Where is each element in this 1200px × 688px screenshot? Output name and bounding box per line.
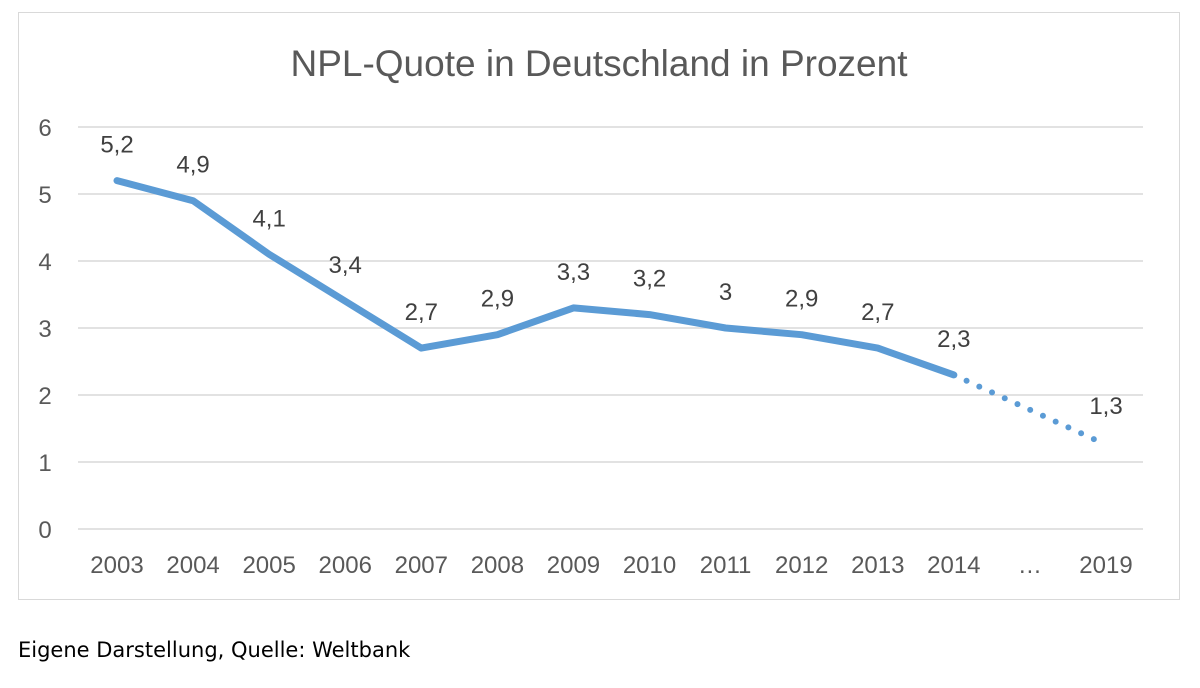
data-label: 2,7 xyxy=(405,299,438,326)
x-tick-label: 2007 xyxy=(395,552,448,579)
data-label: 2,3 xyxy=(937,326,970,353)
y-tick-label: 0 xyxy=(38,517,51,544)
data-label: 3,2 xyxy=(633,266,666,293)
data-label: 4,9 xyxy=(176,152,209,179)
x-tick-label: 2004 xyxy=(166,552,219,579)
y-tick-label: 6 xyxy=(38,115,51,142)
data-label: 3,3 xyxy=(557,259,590,286)
series-line-solid xyxy=(113,177,958,379)
data-label: 3 xyxy=(719,279,732,306)
y-tick-label: 1 xyxy=(38,450,51,477)
x-tick-label: 2014 xyxy=(927,552,980,579)
data-label: 2,9 xyxy=(785,286,818,313)
x-tick-label: 2009 xyxy=(547,552,600,579)
data-label: 2,7 xyxy=(861,299,894,326)
y-tick-label: 5 xyxy=(38,182,51,209)
x-tick-label: 2008 xyxy=(471,552,524,579)
x-tick-label: 2003 xyxy=(90,552,143,579)
data-label: 2,9 xyxy=(481,286,514,313)
line-chart: NPL-Quote in Deutschland in Prozent 0 1 2 3… xyxy=(38,43,1143,579)
y-tick-label: 4 xyxy=(38,249,51,276)
series-line-dotted xyxy=(950,371,1103,445)
y-tick-label: 2 xyxy=(38,383,51,410)
x-tick-label: 2013 xyxy=(851,552,904,579)
data-label: 4,1 xyxy=(252,205,285,232)
x-tick-label: 2010 xyxy=(623,552,676,579)
chart-frame xyxy=(18,12,1180,600)
y-tick-label: 3 xyxy=(38,316,51,343)
x-tick-label: 2005 xyxy=(242,552,295,579)
chart-title: NPL-Quote in Deutschland in Prozent xyxy=(290,43,908,84)
data-label: 1,3 xyxy=(1089,393,1122,420)
x-tick-label: 2012 xyxy=(775,552,828,579)
data-label: 5,2 xyxy=(100,132,133,159)
data-label: 3,4 xyxy=(329,252,362,279)
x-tick-label: … xyxy=(1018,552,1042,579)
source-caption: Eigene Darstellung, Quelle: Weltbank xyxy=(18,638,411,662)
x-tick-label: 2019 xyxy=(1079,552,1132,579)
x-tick-label: 2006 xyxy=(319,552,372,579)
x-tick-label: 2011 xyxy=(700,552,752,579)
